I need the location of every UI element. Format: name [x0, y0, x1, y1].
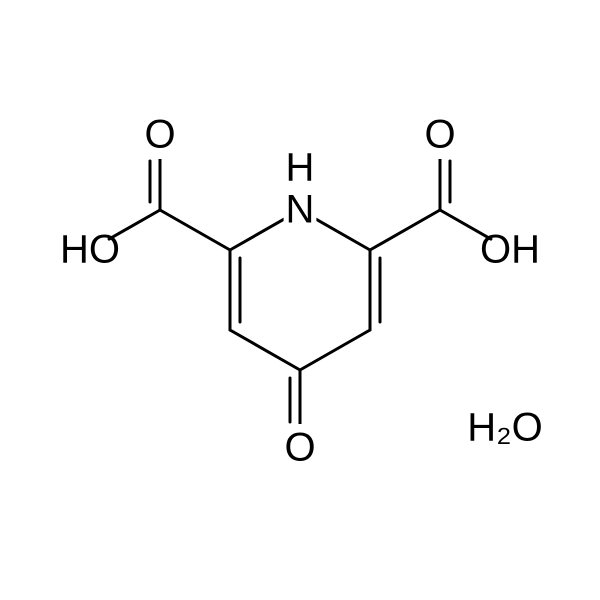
atom-label: OH — [480, 228, 540, 272]
atom-label: H₂O — [467, 406, 543, 450]
atom-label: O — [424, 113, 455, 157]
atom-label: HO — [60, 228, 120, 272]
molecule-diagram: NHOOHOHOOH₂O — [0, 0, 600, 600]
atom-label: O — [284, 426, 315, 470]
atom-label: H — [286, 146, 315, 190]
atom-label: N — [286, 188, 315, 232]
atom-label: O — [144, 113, 175, 157]
